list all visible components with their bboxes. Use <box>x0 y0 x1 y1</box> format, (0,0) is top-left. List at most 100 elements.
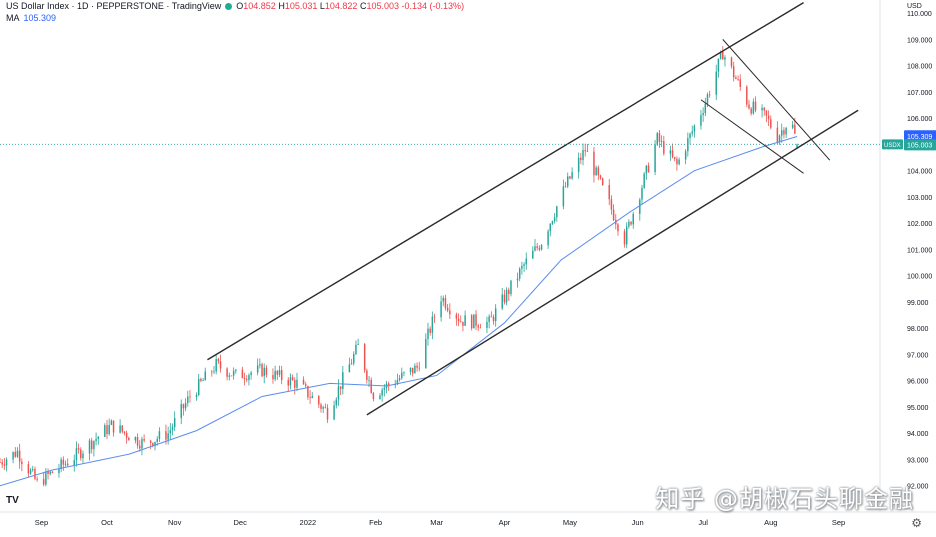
candle-body <box>464 315 466 326</box>
candle-body <box>141 439 143 449</box>
candle-body <box>121 425 124 432</box>
candle-body <box>184 403 187 409</box>
candle-body <box>639 199 641 214</box>
candle-body <box>202 380 204 382</box>
candle-body <box>562 186 565 207</box>
candle-body <box>394 384 396 386</box>
candle-body <box>134 437 137 441</box>
candle-body <box>732 66 735 78</box>
time-tick-label: Feb <box>369 518 382 527</box>
candle-body <box>289 377 292 386</box>
candle-body <box>296 379 298 388</box>
gear-icon[interactable]: ⚙ <box>911 516 922 530</box>
price-tick-label: 92.000 <box>907 484 929 491</box>
tradingview-logo-icon[interactable]: TV <box>6 495 19 506</box>
candle-body <box>309 397 311 399</box>
candle-body <box>538 247 541 250</box>
price-tick-label: 100.000 <box>907 274 932 281</box>
candle-body <box>119 425 121 433</box>
candle-body <box>632 213 635 225</box>
candle-body <box>339 386 342 389</box>
price-tick-label: 106.000 <box>907 116 932 123</box>
candle-body <box>396 379 399 385</box>
candle-body <box>658 133 661 142</box>
candle-body <box>265 367 268 376</box>
legend-ma[interactable]: MA 105.309 <box>6 13 56 23</box>
candle-body <box>123 431 126 433</box>
candle-body <box>470 315 473 329</box>
candle-body <box>457 318 460 322</box>
price-tick-label: 94.000 <box>907 431 929 438</box>
candle-body <box>171 427 174 431</box>
candle-body <box>104 425 106 437</box>
candle-body <box>571 172 573 179</box>
candle-body <box>676 158 678 165</box>
candle-body <box>715 71 717 95</box>
symbol-title[interactable]: US Dollar Index · 1D · PEPPERSTONE · Tra… <box>6 1 222 11</box>
candle-body <box>213 371 215 373</box>
candle-body <box>370 379 372 394</box>
candle-body <box>250 372 252 376</box>
time-tick-label: Mar <box>430 518 443 527</box>
candle-body <box>508 289 510 295</box>
candle-body <box>259 364 261 366</box>
candle-body <box>60 459 62 469</box>
candle-body <box>610 199 613 210</box>
candle-body <box>722 51 724 60</box>
legend-ohlc: US Dollar Index · 1D · PEPPERSTONE · Tra… <box>6 1 464 11</box>
trendline-falling-upper[interactable] <box>722 39 831 161</box>
candle-body <box>416 365 418 368</box>
candle-body <box>431 316 434 333</box>
ma-line[interactable] <box>0 136 798 487</box>
price-tick-label: 93.000 <box>907 457 929 464</box>
candle-body <box>136 437 139 446</box>
candle-body <box>110 420 113 425</box>
candle-body <box>34 469 36 479</box>
trendline-falling-lower[interactable] <box>700 99 804 174</box>
candle-body <box>429 328 431 333</box>
price-scale[interactable] <box>880 0 936 532</box>
candle-body <box>783 130 785 135</box>
candle-body <box>586 151 589 152</box>
candle-body <box>750 108 752 114</box>
price-tick-label: 108.000 <box>907 64 932 71</box>
candle-body <box>180 404 182 419</box>
candle-body <box>357 343 359 345</box>
candle-body <box>169 430 172 434</box>
candle-body <box>42 479 45 485</box>
candle-body <box>398 378 401 380</box>
candle-body <box>245 379 248 381</box>
candle-body <box>278 370 281 375</box>
price-tick-label: 95.000 <box>907 405 929 412</box>
candle-body <box>211 371 213 373</box>
low-label: L <box>319 1 325 11</box>
candle-body <box>261 364 263 377</box>
candle-body <box>473 314 475 329</box>
candle-body <box>737 78 739 80</box>
trendline-channel-upper[interactable] <box>207 2 804 361</box>
candle-body <box>149 440 152 443</box>
trendline-channel-lower[interactable] <box>366 109 859 416</box>
candle-body <box>152 442 154 446</box>
candle-body <box>459 321 462 323</box>
candle-body <box>173 418 176 428</box>
candle-body <box>724 57 726 60</box>
candle-body <box>673 157 676 159</box>
candle-body <box>372 393 375 399</box>
candle-body <box>547 231 549 246</box>
candle-body <box>479 327 482 329</box>
candle-body <box>219 361 222 369</box>
time-tick-label: Dec <box>234 518 248 527</box>
candle-body <box>748 104 750 109</box>
candle-body <box>355 344 357 355</box>
candle-body <box>580 157 582 160</box>
market-status-icon <box>225 2 233 10</box>
candle-body <box>625 226 628 245</box>
candle-body <box>280 370 283 380</box>
candle-body <box>274 370 276 380</box>
time-tick-label: Nov <box>168 518 182 527</box>
candle-body <box>475 314 477 326</box>
candle-body <box>494 308 497 322</box>
